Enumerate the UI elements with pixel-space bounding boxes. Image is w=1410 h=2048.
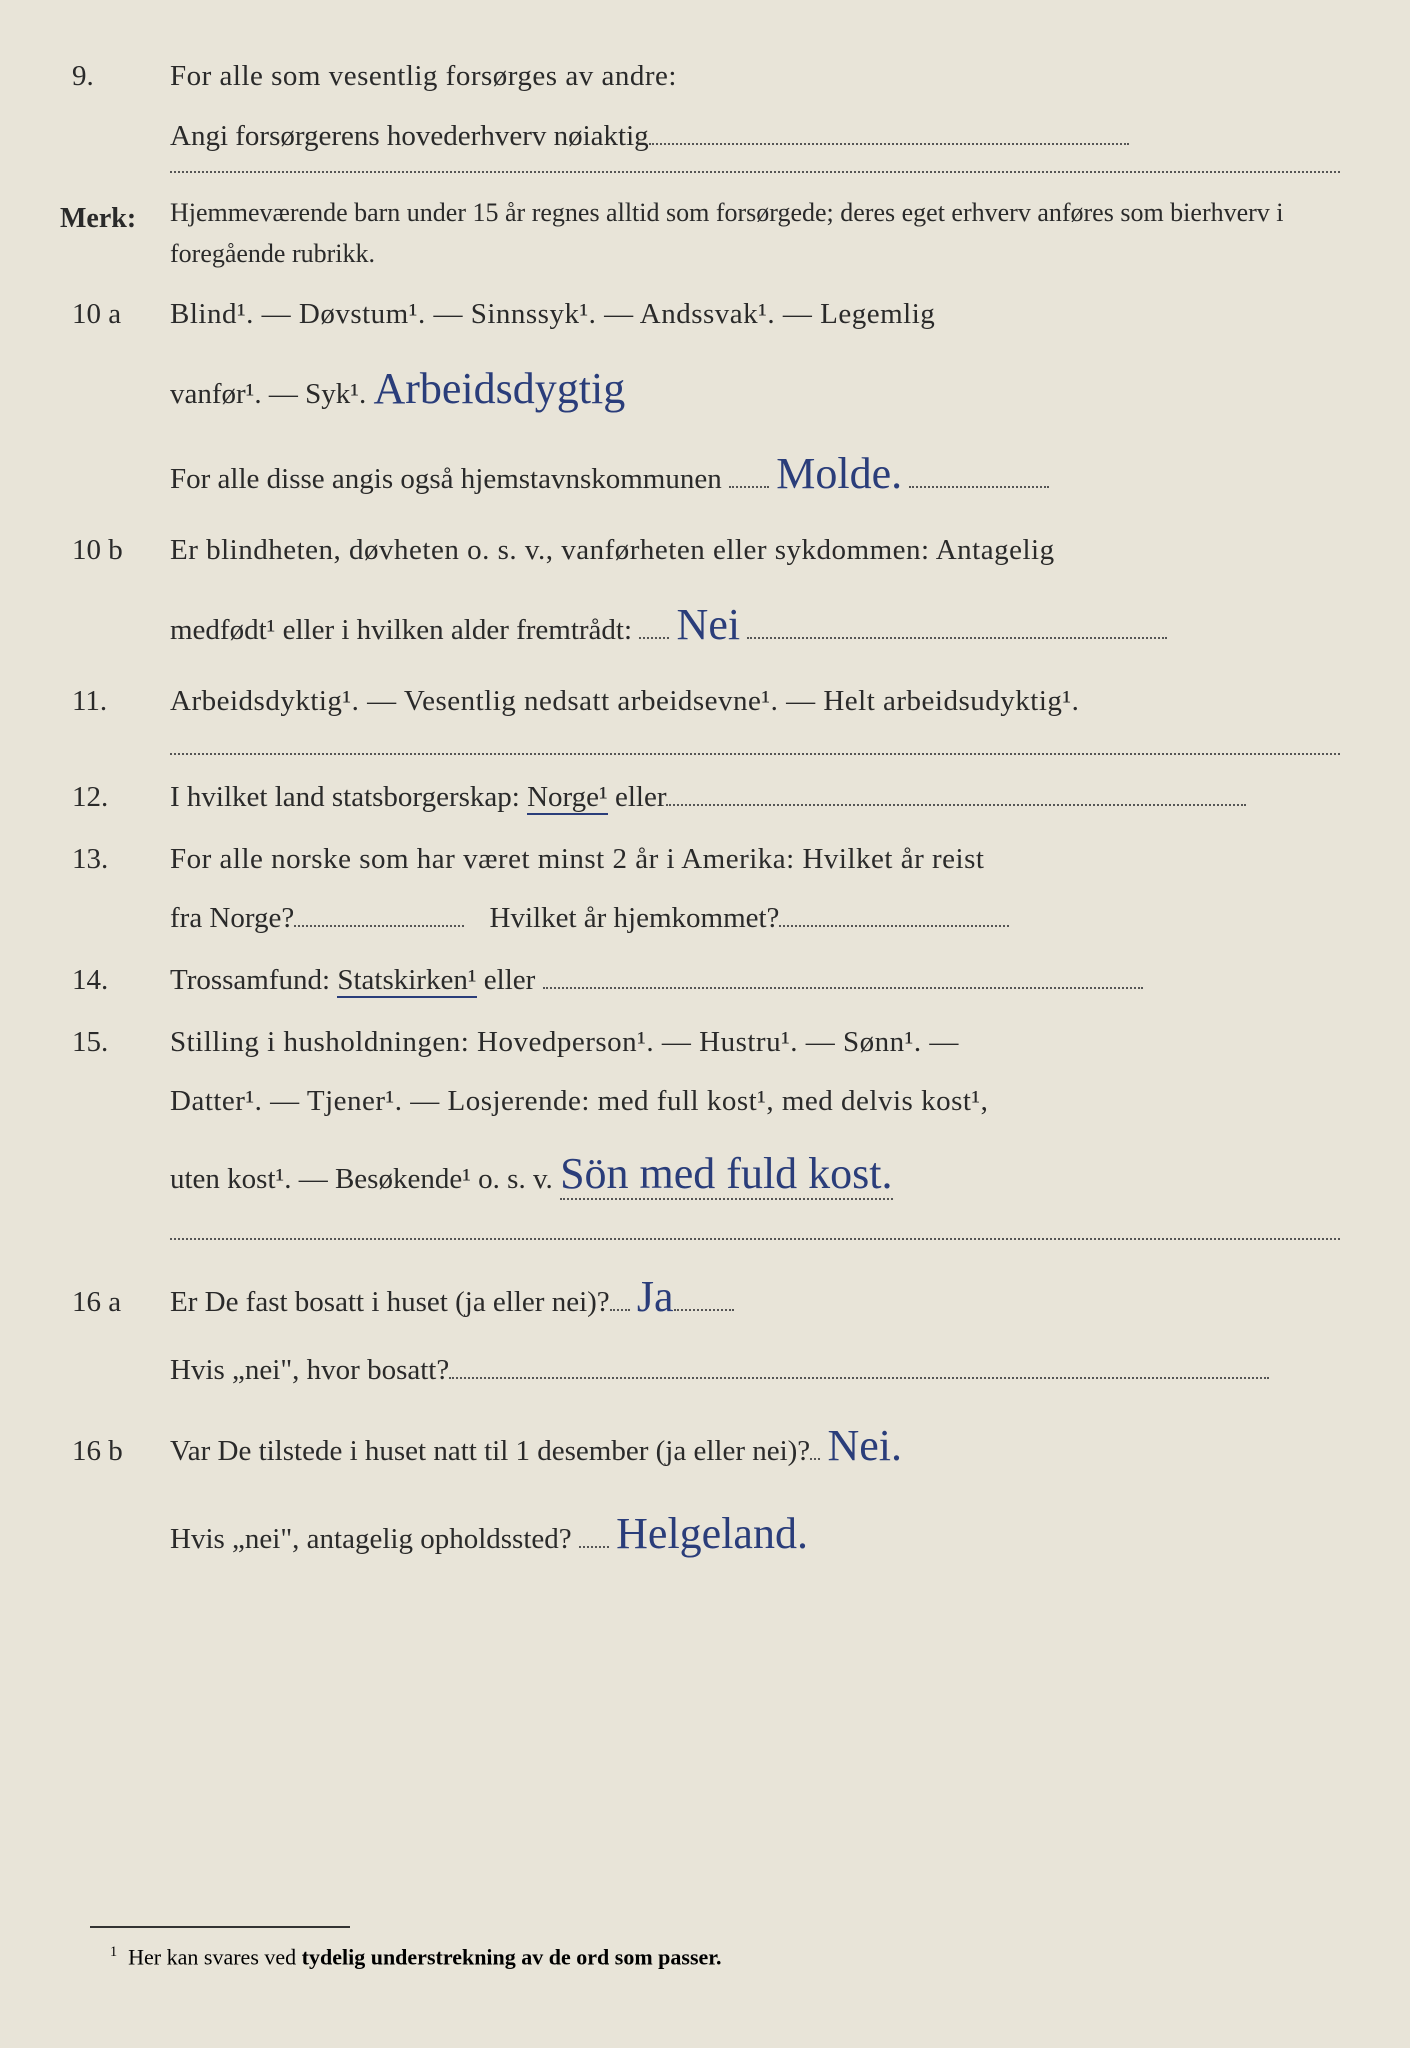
q9-line2: Angi forsørgerens hovederhverv nøiaktig [170,110,1340,164]
q12-number: 12. [60,771,170,825]
q14-number: 14. [60,954,170,1008]
question-15: 15. Stilling i husholdningen: Hovedperso… [60,1016,1340,1070]
q10a-number: 10 a [60,288,170,342]
q9-line2-text: Angi forsørgerens hovederhverv nøiaktig [170,120,649,152]
q16b-line2-text: Hvis „nei", antagelig opholdssted? [170,1523,572,1555]
q11-text: Arbeidsdyktig¹. — Vesentlig nedsatt arbe… [170,675,1340,729]
question-14: 14. Trossamfund: Statskirken¹ eller [60,954,1340,1008]
q16a-number: 16 a [60,1276,170,1330]
q16a-fill0b [674,1309,734,1311]
q15-line1: Stilling i husholdningen: Hovedperson¹. … [170,1016,1340,1070]
q13-line1: For alle norske som har været minst 2 år… [170,833,1340,887]
footnote-marker: 1 [110,1944,117,1960]
q16b-line2: Hvis „nei", antagelig opholdssted? Helge… [170,1493,1340,1574]
q13-number: 13. [60,833,170,887]
merk-text: Hjemmeværende barn under 15 år regnes al… [170,193,1340,274]
q10a-line2-text: vanfør¹. — Syk¹. [170,378,366,410]
q10a-fill [729,486,769,488]
q12-text-c: eller [608,781,667,813]
footnote-rule [90,1926,350,1928]
q10a-line1: Blind¹. — Døvstum¹. — Sinnssyk¹. — Andss… [170,288,1340,342]
q14-text-c: eller [477,964,536,996]
q13-line2: fra Norge? Hvilket år hjemkommet? [170,892,1340,946]
question-13: 13. For alle norske som har været minst … [60,833,1340,887]
question-10a: 10 a Blind¹. — Døvstum¹. — Sinnssyk¹. — … [60,288,1340,342]
q16a-fill0 [610,1309,630,1311]
q13-line2b: Hvilket år hjemkommet? [490,902,780,934]
q14-underlined: Statskirken¹ [337,964,476,998]
question-12: 12. I hvilket land statsborgerskap: Norg… [60,771,1340,825]
footnote: 1 Her kan svares ved tydelig understrekn… [110,1944,722,1970]
document-page: 9. For alle som vesentlig forsørges av a… [0,0,1410,1608]
q13-fill1 [294,925,464,927]
q15-line3-text: uten kost¹. — Besøkende¹ o. s. v. [170,1163,553,1195]
q13-fill2 [779,925,1009,927]
merk-note: Merk: Hjemmeværende barn under 15 år reg… [60,193,1340,274]
footnote-text-a: Her kan svares ved [128,1944,302,1969]
question-10b: 10 b Er blindheten, døvheten o. s. v., v… [60,524,1340,578]
q11-number: 11. [60,675,170,729]
q9-line1: For alle som vesentlig forsørges av andr… [170,50,1340,104]
q12-underlined: Norge¹ [527,781,608,815]
q10a-line3: For alle disse angis også hjemstavnskomm… [170,433,1340,514]
q14-fill [543,987,1143,989]
q12-content: I hvilket land statsborgerskap: Norge¹ e… [170,771,1340,825]
q14-content: Trossamfund: Statskirken¹ eller [170,954,1340,1008]
q15-number: 15. [60,1016,170,1070]
q15-line2: Datter¹. — Tjener¹. — Losjerende: med fu… [170,1075,1340,1129]
q10b-fill2 [747,637,1167,639]
q10b-handwriting: Nei [677,600,741,649]
question-9: 9. For alle som vesentlig forsørges av a… [60,50,1340,104]
q10a-line3-text: For alle disse angis også hjemstavnskomm… [170,463,722,495]
q10b-line2: medfødt¹ eller i hvilken alder fremtrådt… [170,584,1340,665]
question-16a: 16 a Er De fast bosatt i huset (ja eller… [60,1256,1340,1337]
q16b-content: Var De tilstede i huset natt til 1 desem… [170,1405,1340,1486]
q10b-line1: Er blindheten, døvheten o. s. v., vanfør… [170,524,1340,578]
q11-rule [170,753,1340,755]
q12-fill [666,804,1246,806]
merk-label: Merk: [60,193,170,274]
q15-handwriting: Sön med fuld kost. [560,1149,892,1200]
q16b-line1-text: Var De tilstede i huset natt til 1 desem… [170,1435,810,1467]
q10a-line2: vanfør¹. — Syk¹. Arbeidsdygtig [170,348,1340,429]
q9-fill [649,143,1129,145]
q16a-fill [449,1377,1269,1379]
q9-number: 9. [60,50,170,104]
q9-rule [170,171,1340,173]
q16a-line1-text: Er De fast bosatt i huset (ja eller nei)… [170,1286,610,1318]
q16a-content: Er De fast bosatt i huset (ja eller nei)… [170,1256,1340,1337]
q10b-number: 10 b [60,524,170,578]
q10b-line2-text: medfødt¹ eller i hvilken alder fremtrådt… [170,614,632,646]
q15-line3: uten kost¹. — Besøkende¹ o. s. v. Sön me… [170,1133,1340,1214]
question-16b: 16 b Var De tilstede i huset natt til 1 … [60,1405,1340,1486]
footnote-text-b: tydelig understrekning av de ord som pas… [302,1944,722,1969]
q16a-handwriting: Ja [637,1272,674,1321]
question-11: 11. Arbeidsdyktig¹. — Vesentlig nedsatt … [60,675,1340,729]
q16b-handwriting-1: Nei. [827,1421,902,1470]
q10b-fill1 [639,637,669,639]
q10a-handwriting-2: Molde. [776,449,902,498]
q16a-line2: Hvis „nei", hvor bosatt? [170,1344,1340,1398]
q16a-line2-text: Hvis „nei", hvor bosatt? [170,1354,449,1386]
q16b-fill0 [810,1458,820,1460]
q16b-handwriting-2: Helgeland. [616,1509,808,1558]
q10a-handwriting-1: Arbeidsdygtig [373,364,625,413]
q10a-fill2 [909,486,1049,488]
q16b-number: 16 b [60,1425,170,1479]
q15-rule [170,1238,1340,1240]
q12-text-a: I hvilket land statsborgerskap: [170,781,527,813]
q16b-fill1 [579,1546,609,1548]
q13-line2a: fra Norge? [170,902,294,934]
q14-text-a: Trossamfund: [170,964,337,996]
